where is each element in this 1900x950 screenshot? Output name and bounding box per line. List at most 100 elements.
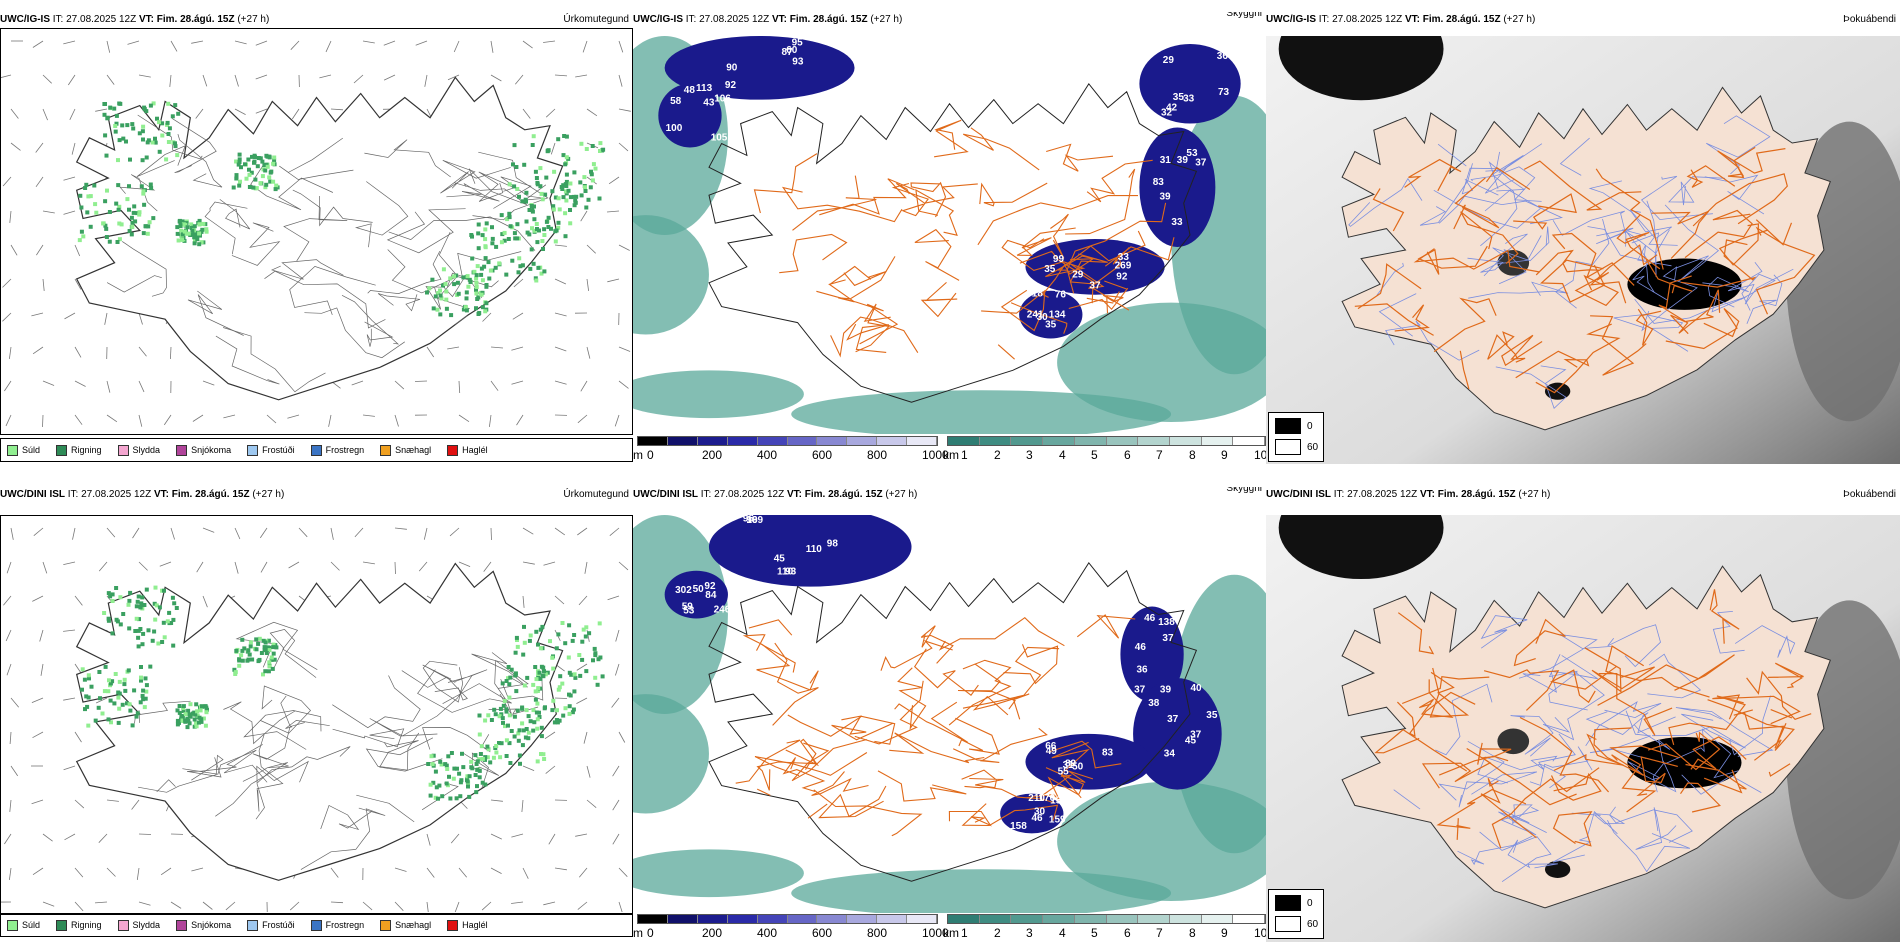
model-name: UWC/IG-IS xyxy=(1266,14,1316,25)
colorbar-tick: 9 xyxy=(1221,926,1228,940)
colorbar-tick: 6 xyxy=(1124,926,1131,940)
cloud-base-value: 105 xyxy=(711,133,728,144)
cloud-base-value: 39 xyxy=(1177,155,1189,166)
cloud-base-value: 35 xyxy=(1044,264,1056,275)
fog-swatch xyxy=(1275,439,1301,455)
road-network xyxy=(735,614,1136,837)
cloud-base-value: 40 xyxy=(1191,683,1203,694)
legend-swatch xyxy=(380,444,392,456)
model-name: UWC/DINI ISL xyxy=(1266,489,1331,500)
colorbar-tick: 3 xyxy=(1026,926,1033,940)
cloud-base-value: 29 xyxy=(1072,270,1084,281)
cloud-base-value: 159 xyxy=(1049,814,1066,825)
fog-legend-value: 0 xyxy=(1307,897,1313,909)
precip-legend: Súld Rigning Slydda Snjókoma Frostúði Frostre… xyxy=(0,438,633,462)
cloud-base-value: 89 xyxy=(1065,759,1077,770)
precip-legend-items: Súld Rigning Slydda Snjókoma Frostúði Frostre… xyxy=(1,444,498,456)
fog-legend-value: 60 xyxy=(1307,918,1319,930)
colorbars: m 0 200 400 600 800 1000 km 1 2 3 4 5 6 7 8 9 10 xyxy=(633,436,1266,464)
road-network xyxy=(1374,589,1812,849)
cloud-base-value: 134 xyxy=(1049,310,1066,321)
colorbar-tick: 200 xyxy=(702,448,723,462)
colorbar-tick: 8 xyxy=(1189,926,1196,940)
cloud-base-field xyxy=(658,36,1241,339)
valid-time: VT: Fim. 28.ágú. 15Z xyxy=(138,14,235,25)
visibility-colorbar: km 1 2 3 4 5 6 7 8 9 10 xyxy=(943,436,1266,464)
legend-label: Frostregn xyxy=(325,920,365,930)
lead-time: (+27 h) xyxy=(237,14,270,25)
legend-swatch xyxy=(7,444,18,456)
colorbar-unit: m xyxy=(633,448,643,462)
cloud-base-value: 36 xyxy=(1217,51,1229,62)
colorbar-unit: m xyxy=(633,926,643,940)
cloud-base-value: 55 xyxy=(1058,767,1070,778)
cloud-base-value: 169 xyxy=(746,515,763,526)
cloud-base-value: 42 xyxy=(1166,103,1178,114)
fog-map xyxy=(1266,515,1900,942)
init-time: IT: 27.08.2025 12Z xyxy=(685,14,770,25)
colorbar-tick: 1000 xyxy=(922,926,949,940)
cloud-base-value: 39 xyxy=(1160,192,1172,203)
cloud-base-value: 37 xyxy=(1190,730,1202,741)
cloud-base-value: 35 xyxy=(1173,92,1185,103)
lead-time: (+27 h) xyxy=(1518,489,1551,500)
cloud-base-value: 46 xyxy=(1032,813,1044,824)
fog-swatch xyxy=(1275,895,1301,911)
model-name: UWC/DINI ISL xyxy=(0,489,65,500)
cloud-base-value: 210 xyxy=(1028,793,1045,804)
panel-title: Þokuábendi xyxy=(1843,489,1896,500)
rivers xyxy=(1348,115,1794,410)
cloud-base-value: 45 xyxy=(774,554,786,565)
coastline xyxy=(708,82,1198,403)
cloud-base-value: 60 xyxy=(786,45,798,56)
cloud-base-value: 92 xyxy=(704,581,716,592)
panel-header: UWC/IG-IS IT: 27.08.2025 12Z VT: Fim. 28… xyxy=(633,12,1266,28)
cloud-base-value: 113 xyxy=(696,83,713,94)
cloud-base-value: 93 xyxy=(785,566,797,577)
colorbar-tick: 5 xyxy=(1091,926,1098,940)
init-time: IT: 27.08.2025 12Z xyxy=(52,14,137,25)
terrain-contours xyxy=(106,114,549,393)
legend-label: Haglél xyxy=(462,445,488,455)
init-time: IT: 27.08.2025 12Z xyxy=(67,489,152,500)
coastline xyxy=(75,562,564,881)
legend-swatch xyxy=(447,444,459,456)
colorbar-tick: 2 xyxy=(994,448,1001,462)
colorbar-tick: 600 xyxy=(812,926,833,940)
colorbar-unit: km xyxy=(943,926,959,940)
cloud-base-value: 246 xyxy=(714,605,731,616)
cloud-base-value: 93 xyxy=(792,56,804,67)
legend-label: Snjókoma xyxy=(191,445,232,455)
colorbar-tick: 800 xyxy=(867,926,888,940)
coastline xyxy=(708,561,1198,882)
iceland-map-precip xyxy=(1,40,631,428)
cloud-base-value: 84 xyxy=(705,590,717,601)
cloud-base-value: 87 xyxy=(782,47,794,58)
cloud-base-value: 33 xyxy=(1171,217,1183,228)
cloud-base-value: 53 xyxy=(1186,148,1198,159)
colorbar-tick: 0 xyxy=(647,448,654,462)
cloud-base-value: 37 xyxy=(1089,281,1101,292)
colorbar-unit: km xyxy=(943,448,959,462)
iceland-map-fog xyxy=(1266,515,1900,942)
cloud-panel-bottom: UWC/DINI ISL IT: 27.08.2025 12Z VT: Fim.… xyxy=(633,487,1266,942)
fog-swatch xyxy=(1275,418,1301,434)
colorbar-tick: 2 xyxy=(994,926,1001,940)
fog-legend-value: 60 xyxy=(1307,441,1319,453)
visibility-colorbar: km 1 2 3 4 5 6 7 8 9 10 xyxy=(943,914,1266,942)
panel-title: Úrkomutegund xyxy=(563,14,629,25)
cloud-base-value: 37 xyxy=(1195,157,1207,168)
cloud-map: 99 98 93 96 110 110 45 246 302 92 59 50 84 53 46 138 37 3… xyxy=(633,515,1266,913)
cloud-base-value: 92 xyxy=(725,80,737,91)
cloud-base-value: 110 xyxy=(806,544,823,555)
cloud-base-value: 76 xyxy=(1055,290,1067,301)
lead-time: (+27 h) xyxy=(252,489,285,500)
cloud-base-value: 96 xyxy=(743,515,755,525)
cloud-base-value: 106 xyxy=(714,93,731,104)
cloud-base-value: 53 xyxy=(683,605,695,616)
precip-map xyxy=(0,515,633,915)
